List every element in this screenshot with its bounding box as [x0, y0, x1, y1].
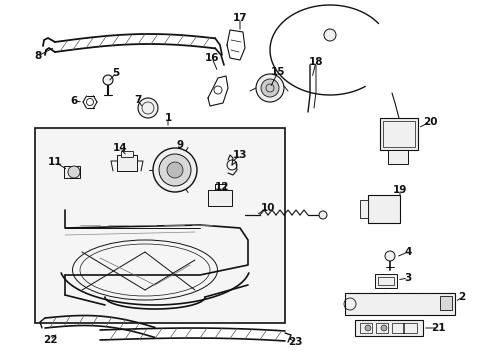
Text: 20: 20	[422, 117, 436, 127]
Text: 5: 5	[112, 68, 120, 78]
Bar	[345, 293, 454, 315]
Bar	[64, 166, 80, 178]
Circle shape	[364, 325, 370, 331]
Bar	[374, 274, 396, 288]
Bar	[35, 128, 285, 323]
Circle shape	[261, 79, 279, 97]
Text: 4: 4	[404, 247, 411, 257]
Bar	[391, 323, 403, 333]
Text: 19: 19	[392, 185, 407, 195]
Bar	[375, 323, 387, 333]
Circle shape	[380, 325, 386, 331]
Bar	[359, 323, 371, 333]
Bar	[387, 150, 407, 164]
Text: 6: 6	[70, 96, 78, 106]
Text: 18: 18	[308, 57, 323, 67]
Bar	[117, 155, 137, 171]
Text: 22: 22	[42, 335, 57, 345]
Text: 23: 23	[287, 337, 302, 347]
Circle shape	[324, 29, 335, 41]
Circle shape	[256, 74, 284, 102]
Bar	[359, 200, 367, 218]
Text: 13: 13	[232, 150, 247, 160]
Text: 11: 11	[48, 157, 62, 167]
Circle shape	[167, 162, 183, 178]
Text: 12: 12	[214, 182, 229, 192]
Bar	[377, 277, 393, 285]
Bar	[439, 296, 451, 310]
Bar	[121, 151, 133, 157]
Text: 10: 10	[260, 203, 275, 213]
Bar	[207, 190, 231, 206]
Text: 2: 2	[457, 292, 465, 302]
Text: 8: 8	[34, 51, 41, 61]
Circle shape	[138, 98, 158, 118]
Bar	[367, 195, 399, 223]
Bar	[379, 118, 417, 150]
Circle shape	[318, 211, 326, 219]
Text: 1: 1	[164, 113, 171, 123]
Text: 16: 16	[204, 53, 219, 63]
Bar	[382, 121, 414, 147]
Text: 14: 14	[112, 143, 127, 153]
Text: 3: 3	[404, 273, 411, 283]
Circle shape	[159, 154, 191, 186]
Text: 15: 15	[270, 67, 285, 77]
Bar	[402, 323, 416, 333]
Circle shape	[153, 148, 197, 192]
Text: 17: 17	[232, 13, 247, 23]
Circle shape	[103, 75, 113, 85]
Text: 21: 21	[430, 323, 445, 333]
Circle shape	[384, 251, 394, 261]
Text: 7: 7	[134, 95, 142, 105]
Bar	[354, 320, 422, 336]
Circle shape	[68, 166, 80, 178]
Text: 9: 9	[176, 140, 183, 150]
